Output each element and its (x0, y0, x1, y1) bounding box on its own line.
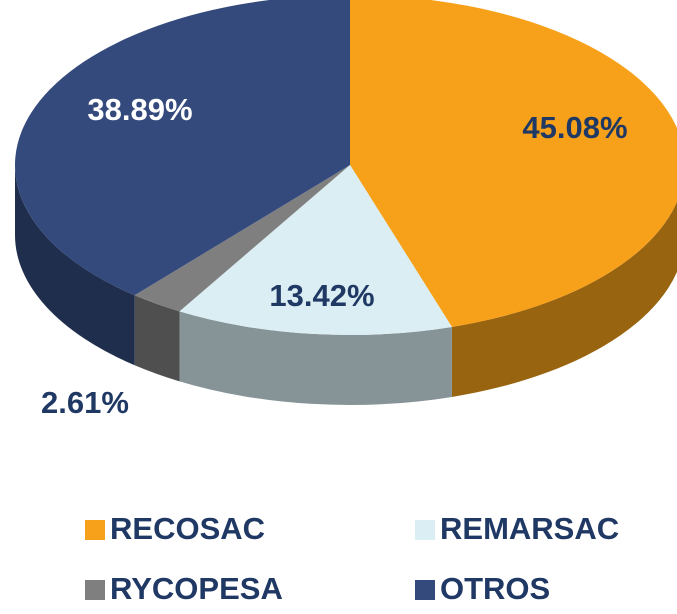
slice-side (451, 201, 677, 397)
legend-label: RECOSAC (110, 511, 265, 546)
data-label: 38.89% (87, 92, 192, 127)
slice (350, 0, 677, 327)
legend-label: REMARSAC (440, 511, 619, 546)
slice-side (179, 311, 452, 405)
slice (179, 165, 452, 335)
legend-label: OTROS (440, 571, 550, 606)
slice (15, 0, 350, 296)
data-label: 2.61% (41, 385, 129, 420)
legend-swatch (415, 580, 435, 600)
slice (134, 165, 350, 312)
data-label: 13.42% (269, 278, 374, 313)
legend-swatch (415, 520, 435, 540)
legend-label: RYCOPESA (110, 571, 283, 606)
legend-swatch (85, 520, 105, 540)
slice-side (15, 165, 135, 366)
data-label: 45.08% (522, 110, 627, 145)
legend-swatch (85, 580, 105, 600)
slice-side (134, 295, 180, 382)
